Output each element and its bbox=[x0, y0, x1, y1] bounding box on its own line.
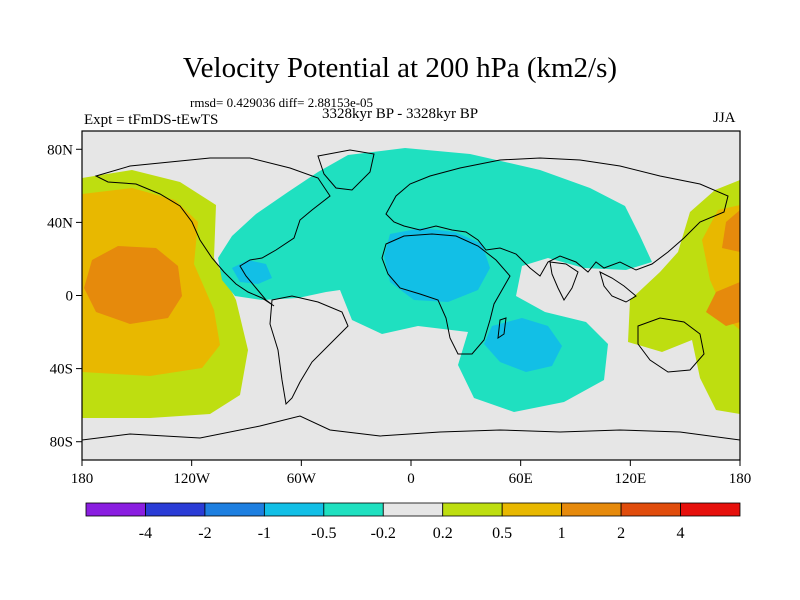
experiment-label: Expt = tFmDS-tEwTS bbox=[84, 112, 219, 128]
y-axis: 80N 40N 0 40S 80S bbox=[47, 142, 82, 451]
coast-greenland bbox=[317, 149, 375, 191]
colorbar-swatch bbox=[85, 502, 146, 517]
coast-south-america bbox=[269, 295, 349, 406]
colorbar-swatch bbox=[204, 502, 265, 517]
x-tick-label: 120E bbox=[614, 471, 646, 487]
x-tick-label: 60E bbox=[509, 471, 533, 487]
colorbar-label: 1 bbox=[558, 525, 566, 542]
period-label: 3328kyr BP - 3328kyr BP bbox=[322, 106, 479, 122]
colorbar-label: -2 bbox=[198, 525, 211, 542]
coast-north-america bbox=[94, 157, 331, 307]
y-tick-label: 80N bbox=[47, 142, 73, 158]
colorbar-swatch bbox=[680, 502, 741, 517]
indian-core-level-m1-m05 bbox=[484, 318, 562, 372]
x-tick-label: 180 bbox=[71, 471, 94, 487]
x-tick-label: 120W bbox=[173, 471, 211, 487]
colorbar-label: -0.2 bbox=[371, 525, 396, 542]
colorbar-swatch bbox=[442, 502, 503, 517]
colorbar-swatch bbox=[145, 502, 206, 517]
coastline-layer bbox=[82, 149, 740, 441]
colorbar-swatch bbox=[501, 502, 563, 517]
x-tick-label: 180 bbox=[729, 471, 752, 487]
colorbar-label: 2 bbox=[617, 525, 625, 542]
coast-madagascar bbox=[497, 317, 507, 340]
caribbean-core-level-m1-m05 bbox=[232, 260, 272, 284]
colorbar-label: 0.2 bbox=[433, 525, 453, 542]
season-label: JJA bbox=[713, 110, 736, 126]
coast-australia bbox=[637, 317, 705, 373]
colorbar-swatch bbox=[620, 502, 681, 517]
x-tick-label: 0 bbox=[407, 471, 415, 487]
colorbar-label: 4 bbox=[677, 525, 685, 542]
chart-title: Velocity Potential at 200 hPa (km2/s) bbox=[182, 52, 618, 84]
colorbar-swatch bbox=[323, 502, 384, 517]
y-tick-label: 40S bbox=[50, 362, 73, 378]
y-tick-label: 80S bbox=[50, 435, 73, 451]
field-layer bbox=[82, 148, 740, 418]
wpacific-level-1-2b bbox=[706, 282, 740, 326]
colorbar-swatch bbox=[561, 502, 622, 517]
stats-text: rmsd= 0.429036 diff= 2.88153e-05 bbox=[190, 95, 374, 110]
coast-eurasia bbox=[385, 157, 729, 277]
coast-antarctica bbox=[82, 415, 740, 441]
y-tick-label: 40N bbox=[47, 215, 73, 231]
colorbar-label: -0.5 bbox=[311, 525, 336, 542]
colorbar-label: -4 bbox=[139, 525, 152, 542]
coast-southeast-asia bbox=[599, 271, 637, 303]
x-axis: 180 120W 60W 0 60E 120E 180 bbox=[71, 460, 752, 487]
colorbar-label: 0.5 bbox=[492, 525, 512, 542]
coast-africa bbox=[381, 233, 511, 355]
x-tick-label: 60W bbox=[287, 471, 317, 487]
pacific-level-1-2 bbox=[84, 246, 182, 324]
colorbar: -4 -2 -1 -0.5 -0.2 0.2 0.5 1 2 4 bbox=[85, 502, 741, 542]
coast-india bbox=[549, 261, 579, 301]
africa-core-level-m1-m05 bbox=[384, 228, 490, 302]
colorbar-swatch bbox=[382, 502, 444, 517]
colorbar-label: -1 bbox=[258, 525, 271, 542]
colorbar-swatch bbox=[263, 502, 325, 517]
wpacific-level-1-2 bbox=[722, 210, 740, 252]
y-tick-label: 0 bbox=[66, 289, 74, 305]
